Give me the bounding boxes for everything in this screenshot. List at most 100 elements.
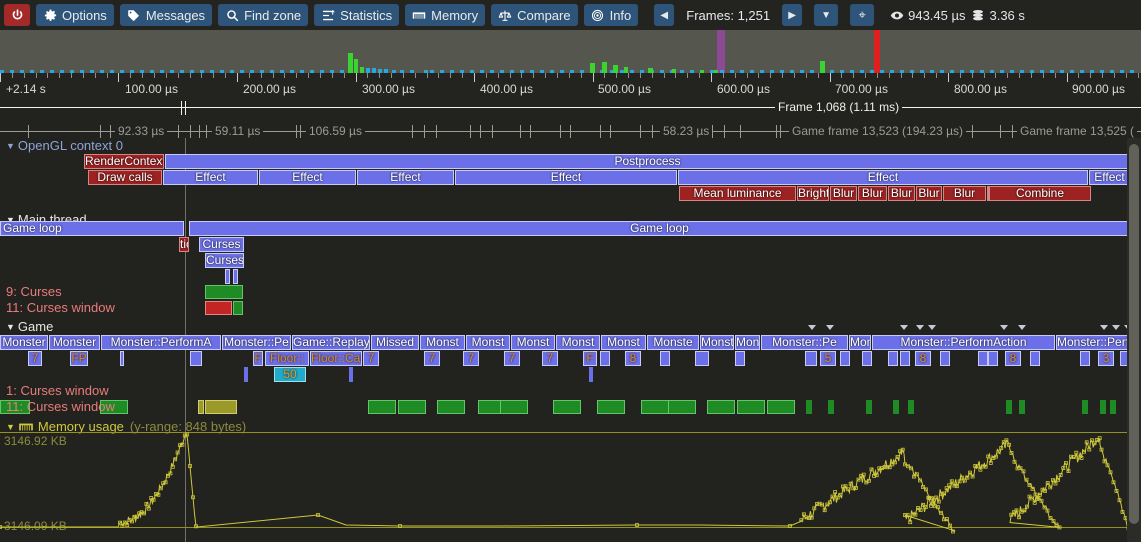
memory-button[interactable]: Memory <box>405 4 486 26</box>
power-button[interactable] <box>4 4 30 26</box>
zone-game-child[interactable]: 8 <box>915 351 931 366</box>
zone-game[interactable]: Monst <box>420 335 465 350</box>
zone-game-child[interactable]: 8 <box>625 351 641 366</box>
lock-bar-green[interactable] <box>707 400 735 414</box>
zone-game[interactable]: Monster <box>49 335 100 350</box>
zone-game-child[interactable] <box>862 351 872 366</box>
zone-game-child[interactable] <box>1030 351 1040 366</box>
lock-label-9-curses[interactable]: 9: Curses <box>6 284 62 299</box>
lock-bar-green[interactable] <box>100 400 128 414</box>
zone-game-child[interactable]: 8 <box>1005 351 1021 366</box>
zone-game-child[interactable] <box>888 351 898 366</box>
zone-game-child[interactable]: 7 <box>504 351 520 366</box>
zone-game-loop[interactable]: Game loop <box>189 221 1130 236</box>
section-header-memory[interactable]: ▼ Memory usage (y-range: 848 bytes) <box>6 419 246 436</box>
lock-bar-tick[interactable] <box>1019 400 1025 414</box>
zone-game-child[interactable]: 3 <box>1098 351 1114 366</box>
timeline[interactable]: ▼ OpenGL context 0 RenderContext Postproc… <box>0 138 1141 542</box>
lock-label-11-curses-window-game[interactable]: 11: Curses window <box>6 399 115 414</box>
zone-game[interactable]: Monst <box>466 335 510 350</box>
zone-game-child[interactable]: Floor:: <box>265 351 309 366</box>
zone-game[interactable]: Monster::PerformA <box>101 335 221 350</box>
zone-tick[interactable]: tick <box>179 237 189 252</box>
time-ruler[interactable]: +2.14 s 100.00 µs 200.00 µs 300.00 µs 400.00… <box>0 73 1141 100</box>
zone-game-child[interactable] <box>900 351 910 366</box>
zone-mean-luminance[interactable]: Mean luminance <box>679 186 796 201</box>
zone-game-child[interactable] <box>978 351 988 366</box>
zone-brightness[interactable]: Brightness <box>797 186 829 201</box>
zone-tick-mark[interactable] <box>589 367 593 382</box>
zone-game[interactable]: Missed <box>371 335 419 350</box>
zone-game-child[interactable] <box>840 351 850 366</box>
lock-bar-green[interactable] <box>205 285 243 299</box>
center-view-button[interactable]: ⌖ <box>850 4 875 26</box>
lock-bar-green[interactable] <box>767 400 795 414</box>
frame-set-dropdown-button[interactable]: ▼ <box>814 4 839 26</box>
zone-effect[interactable]: Effect <box>678 170 1088 185</box>
zone-game[interactable]: Monster::PerformActi <box>1056 335 1130 350</box>
zone-game-child[interactable]: F <box>253 351 263 366</box>
zone-game-child[interactable]: 7 <box>463 351 479 366</box>
zone-game-child[interactable]: 7 <box>363 351 379 366</box>
lock-bar-green[interactable] <box>398 400 426 414</box>
lock-bar-tick[interactable] <box>1100 400 1106 414</box>
info-button[interactable]: Info <box>583 4 639 26</box>
lock-bar-olive[interactable] <box>205 400 237 414</box>
zone-postprocess[interactable]: Postprocess <box>165 154 1130 169</box>
scrollbar-thumb[interactable] <box>1129 144 1139 524</box>
zone-blur[interactable]: Blur <box>858 186 887 201</box>
lock-bar-green[interactable] <box>668 400 696 414</box>
lock-label-11-curses-window[interactable]: 11: Curses window <box>6 300 115 315</box>
lock-bar-green[interactable] <box>737 400 765 414</box>
zone-tick-mark[interactable] <box>244 367 248 382</box>
zone-game-child[interactable]: FP <box>70 351 88 366</box>
lock-bar-green[interactable] <box>0 400 30 414</box>
zone-curses[interactable]: Curses <box>199 237 244 252</box>
zone-tick-mark[interactable] <box>349 367 353 382</box>
zone-game[interactable]: Monst <box>601 335 646 350</box>
zone-effect[interactable]: Effect <box>259 170 356 185</box>
zone-game-child[interactable]: F <box>583 351 597 366</box>
zone-game-child[interactable]: 7 <box>424 351 440 366</box>
zone-game-child[interactable] <box>1080 351 1090 366</box>
section-header-opengl[interactable]: ▼ OpenGL context 0 <box>6 138 123 153</box>
zone-game-child[interactable] <box>988 351 998 366</box>
zone-game[interactable]: Mons <box>735 335 760 350</box>
lock-bar-olive[interactable] <box>198 400 204 414</box>
lock-bar-green[interactable] <box>641 400 669 414</box>
zone-blur[interactable]: Blur <box>888 186 915 201</box>
zone-game[interactable]: Monst <box>511 335 555 350</box>
lock-bar-tick[interactable] <box>893 400 899 414</box>
zone-game[interactable]: Monster <box>0 335 48 350</box>
zone-game-child[interactable] <box>190 351 202 366</box>
zone-game-child[interactable] <box>660 351 670 366</box>
lock-bar-green[interactable] <box>500 400 528 414</box>
lock-bar-red[interactable] <box>205 301 232 315</box>
lock-bar-green[interactable] <box>597 400 625 414</box>
zone-blur[interactable]: Blur <box>943 186 986 201</box>
zone-game-child[interactable] <box>695 351 709 366</box>
lock-label-1-curses-window[interactable]: 1: Curses window <box>6 383 109 398</box>
lock-bar-tick[interactable] <box>866 400 872 414</box>
zone-game-child[interactable] <box>600 351 610 366</box>
zone-effect[interactable]: Effect <box>163 170 258 185</box>
zone-game-child[interactable]: 7 <box>542 351 558 366</box>
lock-bar-green[interactable] <box>368 400 396 414</box>
compare-button[interactable]: Compare <box>491 4 578 26</box>
zone-curses[interactable]: Curses <box>205 253 244 268</box>
lock-bar-green[interactable] <box>437 400 465 414</box>
lock-bar-tick[interactable] <box>1082 400 1088 414</box>
prev-frame-button[interactable]: ◀ <box>654 4 675 26</box>
zone-game-child[interactable] <box>940 351 950 366</box>
zone-effect[interactable]: Effect <box>357 170 454 185</box>
vertical-scrollbar[interactable] <box>1127 138 1141 542</box>
zone-game-child[interactable]: 5 <box>820 351 836 366</box>
zone-game-child[interactable] <box>735 351 745 366</box>
zone-blur[interactable] <box>987 186 989 201</box>
frame-overview-strip[interactable] <box>0 30 1141 73</box>
zone-game-child[interactable]: 7 <box>28 351 42 366</box>
lock-bar-green[interactable] <box>233 301 243 315</box>
statistics-button[interactable]: Statistics <box>314 4 400 26</box>
section-header-game[interactable]: ▼ Game <box>6 319 53 334</box>
zone-small[interactable] <box>233 269 238 284</box>
